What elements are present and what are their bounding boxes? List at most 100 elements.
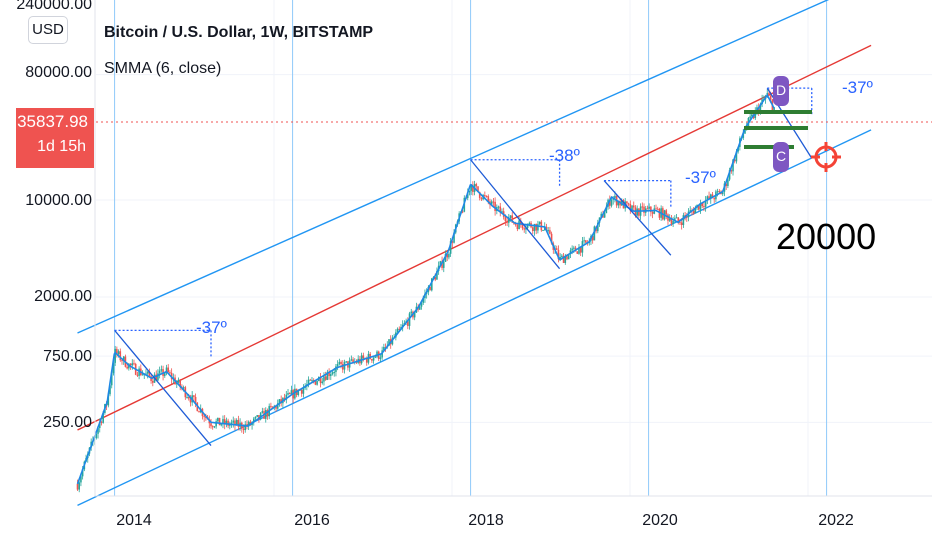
- candle-body: [461, 211, 464, 213]
- candle-body: [193, 395, 195, 397]
- candle-body: [756, 107, 758, 111]
- y-tick-label: 10000.00: [25, 192, 92, 209]
- candle-body: [608, 199, 611, 206]
- candle-body: [300, 389, 303, 394]
- candle-body: [501, 211, 503, 213]
- candle-body: [362, 355, 365, 359]
- candle-body: [78, 482, 81, 490]
- candle-body: [725, 183, 727, 186]
- candle-body: [442, 261, 445, 268]
- target-price-label: 20000: [776, 216, 877, 257]
- current-price-value: 35837.98: [17, 112, 88, 131]
- candle-body: [448, 253, 450, 258]
- candle-body: [665, 210, 668, 215]
- candle-body: [109, 385, 111, 395]
- candle-body: [218, 417, 221, 426]
- candle-body: [735, 151, 738, 162]
- candle-body: [704, 200, 707, 207]
- candle-body: [591, 235, 594, 241]
- candle-body: [116, 348, 118, 355]
- candle-body: [492, 201, 495, 203]
- candle-body: [627, 203, 630, 205]
- candle-body: [646, 208, 649, 210]
- candle-body: [632, 205, 635, 208]
- candle-body: [311, 380, 313, 382]
- candle-body: [504, 216, 507, 222]
- candle-body: [98, 421, 101, 429]
- candle-body: [314, 380, 317, 385]
- candle-body: [535, 223, 537, 231]
- candle-body: [576, 251, 579, 254]
- candle-body: [321, 381, 324, 384]
- candle-body: [451, 241, 454, 243]
- candle-body: [352, 359, 354, 362]
- candlestick-series: [76, 88, 775, 493]
- currency-button[interactable]: USD: [28, 16, 68, 44]
- candle-body: [145, 373, 147, 375]
- candle-body: [152, 380, 154, 383]
- candle-body: [319, 376, 322, 384]
- candle-body: [677, 217, 680, 223]
- candle-body: [131, 363, 134, 366]
- candle-body: [287, 393, 289, 395]
- x-tick-label: 2016: [294, 512, 330, 529]
- candle-body: [126, 366, 128, 369]
- candle-body: [146, 371, 149, 374]
- candle-body: [341, 364, 344, 370]
- candle-body: [487, 196, 490, 202]
- candle-body: [538, 221, 541, 225]
- drawdown-trend-line: [114, 329, 212, 446]
- candle-body: [167, 367, 170, 373]
- drawdown-label-2014: -37º: [196, 318, 227, 337]
- candle-body: [697, 204, 700, 210]
- candle-body: [521, 224, 524, 229]
- pattern-marker-c: [773, 142, 789, 172]
- candle-body: [177, 379, 180, 383]
- chart-title: Bitcoin / U.S. Dollar, 1W, BITSTAMP: [104, 24, 374, 41]
- candle-body: [518, 220, 520, 230]
- cycle-vertical-lines: [114, 0, 828, 496]
- candle-body: [477, 186, 479, 192]
- candle-body: [716, 191, 719, 193]
- candle-body: [100, 421, 103, 423]
- candle-body: [629, 204, 632, 211]
- candle-body: [742, 133, 745, 138]
- candle-body: [537, 224, 539, 231]
- candle-body: [235, 419, 238, 426]
- candle-body: [769, 95, 772, 100]
- candle-body: [230, 422, 233, 425]
- candle-body: [81, 469, 84, 477]
- candle-body: [270, 406, 272, 408]
- candle-body: [340, 361, 342, 365]
- candle-body: [439, 261, 442, 266]
- candle-body: [617, 201, 620, 206]
- candle-body: [566, 256, 568, 260]
- candle-body: [682, 215, 685, 226]
- candle-body: [419, 306, 421, 310]
- candle-body: [203, 416, 205, 418]
- candle-body: [247, 421, 250, 427]
- candle-body: [275, 405, 277, 409]
- candle-body: [187, 397, 190, 399]
- marker-c-letter: C: [776, 148, 787, 164]
- candle-body: [728, 170, 731, 180]
- candle-body: [699, 203, 702, 210]
- drawdown-trend-line: [470, 159, 561, 270]
- candle-body: [429, 286, 431, 291]
- candle-body: [330, 374, 332, 376]
- candle-body: [547, 230, 549, 232]
- candle-body: [133, 363, 135, 365]
- candle-body: [165, 367, 168, 374]
- indicator-legend[interactable]: SMMA (6, close): [104, 60, 222, 77]
- candle-body: [470, 185, 472, 191]
- candle-body: [122, 356, 125, 361]
- candle-body: [655, 208, 657, 210]
- x-tick-label: 2014: [116, 512, 152, 529]
- candle-body: [217, 417, 219, 422]
- candle-body: [336, 364, 339, 367]
- candle-body: [528, 222, 531, 225]
- x-tick-label: 2022: [818, 512, 854, 529]
- candle-body: [689, 210, 692, 212]
- candle-body: [129, 363, 132, 366]
- candle-body: [372, 357, 375, 361]
